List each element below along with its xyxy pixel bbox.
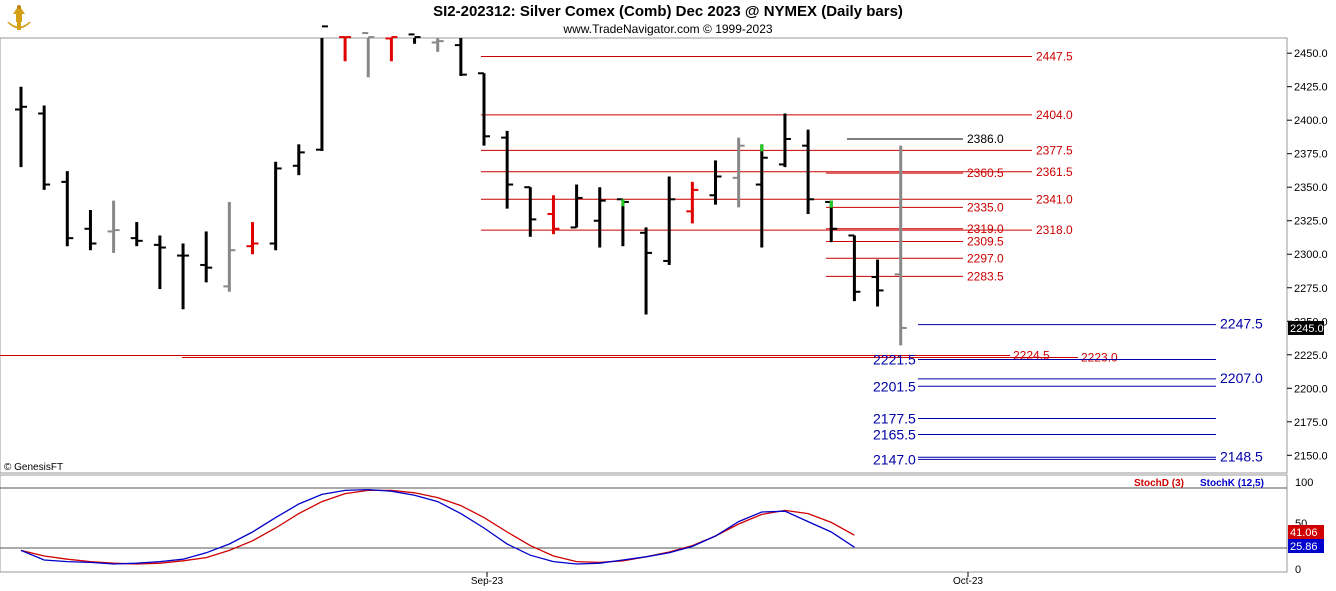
legend-stochk: StochK (12,5) xyxy=(1200,478,1264,489)
price-tick-label: 2225.0 xyxy=(1294,350,1328,362)
last-price-label: 2245.0 xyxy=(1290,323,1324,335)
level-label: 2386.0 xyxy=(967,132,1004,146)
level-label: 2148.5 xyxy=(1220,448,1263,464)
level-label: 2224.5 xyxy=(1013,348,1050,362)
level-label: 2223.0 xyxy=(1081,350,1118,364)
oscillator-pane xyxy=(0,474,1288,573)
chart-title: SI2-202312: Silver Comex (Comb) Dec 2023… xyxy=(433,3,903,20)
level-label: 2447.5 xyxy=(1036,50,1073,64)
price-tick-label: 2150.0 xyxy=(1294,450,1328,462)
level-label: 2247.5 xyxy=(1220,316,1263,332)
price-tick-label: 2200.0 xyxy=(1294,383,1328,395)
osc-last-box xyxy=(1288,539,1324,553)
level-label: 2319.0 xyxy=(967,222,1004,236)
level-label: 2309.5 xyxy=(967,235,1004,249)
level-label: 2283.5 xyxy=(967,269,1004,283)
level-label: 2341.0 xyxy=(1036,192,1073,206)
chart-subtitle: www.TradeNavigator.com © 1999-2023 xyxy=(563,22,773,36)
osc-series-stochk xyxy=(20,488,855,565)
level-label: 2335.0 xyxy=(967,200,1004,214)
osc-last-label: 41.06 xyxy=(1290,527,1318,539)
osc-last-label: 25.86 xyxy=(1290,541,1318,553)
level-label: 2404.0 xyxy=(1036,108,1073,122)
level-label: 2201.5 xyxy=(873,378,916,394)
x-axis-label: Oct-23 xyxy=(953,576,983,587)
x-axis-label: Sep-23 xyxy=(471,576,504,587)
price-tick-label: 2375.0 xyxy=(1294,149,1328,161)
osc-tick-label: 100 xyxy=(1295,477,1313,489)
osc-tick-label: 0 xyxy=(1295,564,1301,576)
level-label: 2147.0 xyxy=(873,451,916,467)
level-label: 2360.5 xyxy=(967,166,1004,180)
last-price-box xyxy=(1288,320,1324,335)
price-tick-label: 2450.0 xyxy=(1294,48,1328,60)
data-credit: © GenesisFT xyxy=(4,462,64,473)
level-label: 2221.5 xyxy=(873,351,916,367)
price-tick-label: 2175.0 xyxy=(1294,417,1328,429)
level-label: 2361.5 xyxy=(1036,165,1073,179)
legend-stochd: StochD (3) xyxy=(1134,478,1184,489)
price-tick-label: 2275.0 xyxy=(1294,283,1328,295)
level-label: 2177.5 xyxy=(873,410,916,426)
level-label: 2165.5 xyxy=(873,427,916,443)
price-pane xyxy=(0,37,1288,474)
level-label: 2207.0 xyxy=(1220,370,1263,386)
osc-last-box xyxy=(1288,525,1324,539)
price-tick-label: 2325.0 xyxy=(1294,216,1328,228)
level-label: 2297.0 xyxy=(967,251,1004,265)
level-label: 2377.5 xyxy=(1036,143,1073,157)
level-label: 2318.0 xyxy=(1036,223,1073,237)
price-tick-label: 2300.0 xyxy=(1294,249,1328,261)
price-tick-label: 2350.0 xyxy=(1294,182,1328,194)
price-tick-label: 2425.0 xyxy=(1294,82,1328,94)
price-tick-label: 2400.0 xyxy=(1294,115,1328,127)
trade-navigator-logo xyxy=(3,2,35,36)
